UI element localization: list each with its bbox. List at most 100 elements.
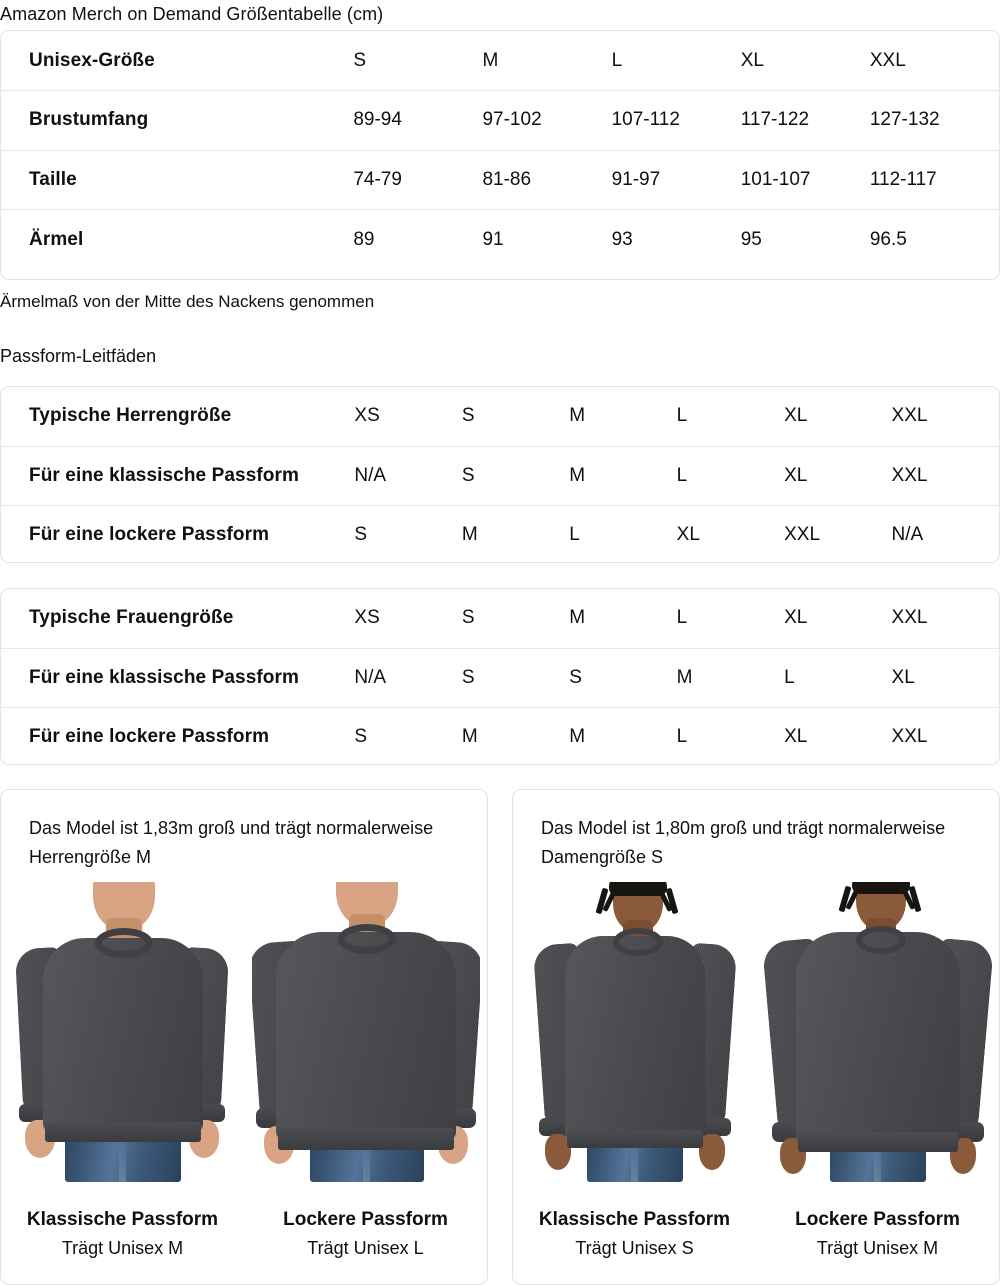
female-figure-classic [521,882,749,1182]
row-label-sleeve: Ärmel [1,209,354,269]
men-fit-relaxed-name: Lockere Passform [283,1209,448,1230]
women-header-xxl: XXL [891,607,928,629]
men-classic-1: S [461,445,570,505]
cell-sleeve-xl: 95 [740,209,870,269]
women-classic-1: S [461,647,570,707]
cell-chest-m: 97-102 [482,90,612,150]
women-model-card: Das Model ist 1,80m groß und trägt norma… [512,789,1000,1285]
men-relaxed-2: L [569,504,677,562]
hem-band [566,1130,703,1148]
men-header-xl: XL [784,405,808,427]
measurement-table-card: Unisex-Größe S M L XL XXL Brustumfang 89… [0,30,1000,280]
women-header-m: M [569,607,586,629]
sweatshirt-body [42,938,203,1132]
cell-waist-l: 91-97 [611,149,741,210]
table-header-row: Typische Herrengröße XS S M L XL XXL [1,387,999,446]
cell-waist-m: 81-86 [482,149,612,210]
men-classic-fit-photo [8,882,237,1182]
men-fit-labels: Klassische Passform Trägt Unisex M Locke… [1,1206,487,1262]
sleeve-measurement-note: Ärmelmaß von der Mitte des Nackens genom… [0,292,375,311]
women-header-l: L [676,607,688,629]
table-header-row: Unisex-Größe S M L XL XXL [1,31,999,91]
size-header-m: M [482,49,499,71]
row-label-waist: Taille [1,149,354,210]
men-classic-3: L [676,445,785,505]
women-fit-relaxed-name: Lockere Passform [795,1209,960,1230]
women-fit-table: Typische Frauengröße XS S M L XL XXL Für… [1,589,999,764]
column-header-label: Unisex-Größe [29,49,155,71]
men-relaxed-0: S [354,504,462,562]
women-classic-4: L [784,647,892,707]
row-label-typical-womens-size: Typische Frauengröße [29,607,234,629]
men-header-l: L [676,405,688,427]
women-fit-labels: Klassische Passform Trägt Unisex S Locke… [513,1206,999,1262]
table-header-row: Typische Frauengröße XS S M L XL XXL [1,589,999,648]
women-fit-guide-card: Typische Frauengröße XS S M L XL XXL Für… [0,588,1000,765]
hair [608,882,667,896]
sweatshirt-body [564,936,705,1140]
women-relaxed-2: M [569,706,677,764]
crew-neck-collar [855,926,906,954]
women-relaxed-5: XXL [891,706,999,764]
men-fit-classic-wears: Trägt Unisex M [61,1238,184,1258]
women-fit-relaxed: Lockere Passform Trägt Unisex M [756,1206,999,1262]
table-row: Für eine lockere Passform S M M L XL XXL [1,706,999,764]
women-classic-0: N/A [354,647,462,707]
hem-band [797,1132,958,1152]
hem-band [277,1128,454,1150]
women-fit-classic: Klassische Passform Trägt Unisex S [513,1206,756,1262]
women-relaxed-0: S [354,706,462,764]
cell-chest-xl: 117-122 [740,90,870,150]
row-label-women-relaxed-fit: Für eine lockere Passform [1,706,355,764]
jeans-seam [873,1138,881,1182]
men-fit-guide-card: Typische Herrengröße XS S M L XL XXL Für… [0,386,1000,563]
sweatshirt-body [275,932,456,1140]
cell-chest-s: 89-94 [353,90,483,150]
men-relaxed-5: N/A [891,504,999,562]
jeans-seam [362,1140,370,1182]
crew-neck-collar [337,924,396,954]
men-fit-table: Typische Herrengröße XS S M L XL XXL Für… [1,387,999,562]
women-header-s: S [461,607,475,629]
table-row: Für eine klassische Passform N/A S S M L… [1,647,999,707]
row-label-men-classic-fit: Für eine klassische Passform [1,445,355,505]
row-label-typical-mens-size: Typische Herrengröße [29,405,232,427]
women-relaxed-4: XL [784,706,892,764]
cell-sleeve-m: 91 [482,209,612,269]
cell-chest-l: 107-112 [611,90,741,150]
female-figure-relaxed [763,882,992,1182]
men-photo-row [1,882,487,1182]
men-fit-classic: Klassische Passform Trägt Unisex M [1,1206,244,1262]
table-row: Ärmel 89 91 93 95 96.5 [1,209,999,269]
women-fit-relaxed-wears: Trägt Unisex M [816,1238,939,1258]
women-relaxed-fit-photo [763,882,992,1182]
cell-sleeve-xxl: 96.5 [869,209,999,269]
crew-neck-collar [612,928,663,956]
men-classic-0: N/A [354,445,462,505]
row-label-men-relaxed-fit: Für eine lockere Passform [1,504,355,562]
cell-sleeve-l: 93 [611,209,741,269]
cell-chest-xxl: 127-132 [869,90,999,150]
size-header-s: S [353,49,367,71]
men-classic-2: M [569,445,677,505]
women-header-xs: XS [354,607,380,629]
jeans [64,1136,181,1182]
table-row: Taille 74-79 81-86 91-97 101-107 112-117 [1,149,999,210]
women-header-xl: XL [784,607,808,629]
table-row: Für eine lockere Passform S M L XL XXL N… [1,504,999,562]
left-hand [544,1134,571,1170]
crew-neck-collar [94,928,153,958]
sweatshirt-body [795,932,960,1144]
men-classic-4: XL [784,445,892,505]
men-relaxed-fit-photo [251,882,480,1182]
jeans-seam [118,1136,126,1182]
size-header-l: L [611,49,623,71]
hair [851,882,910,894]
cell-waist-s: 74-79 [353,149,483,210]
women-fit-classic-name: Klassische Passform [538,1209,731,1230]
male-figure-classic [9,882,237,1182]
men-relaxed-3: XL [676,504,785,562]
women-classic-fit-photo [520,882,749,1182]
men-classic-5: XXL [891,445,999,505]
